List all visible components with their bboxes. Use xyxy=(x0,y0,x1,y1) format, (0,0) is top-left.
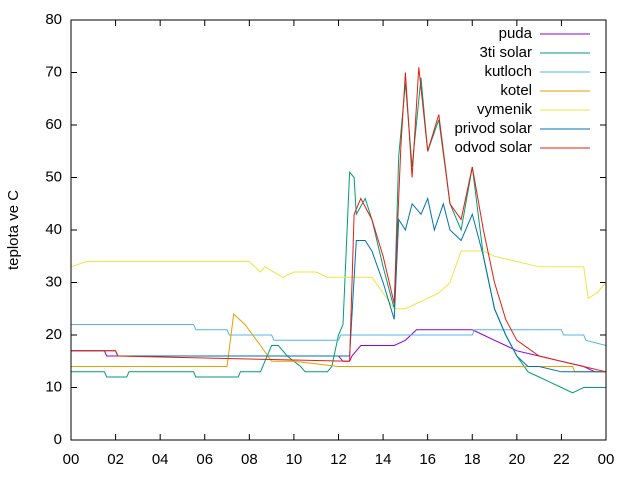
plot-border xyxy=(70,19,607,441)
y-tick-label: 40 xyxy=(45,221,62,238)
y-tick-label: 70 xyxy=(45,63,62,80)
legend-label: odvod solar xyxy=(454,139,532,156)
series-line xyxy=(71,312,606,373)
legend-label: 3ti solar xyxy=(479,44,532,61)
x-tick-label: 08 xyxy=(241,451,258,468)
legend-label: privod solar xyxy=(454,120,532,137)
y-tick-label: 30 xyxy=(45,273,62,290)
y-tick-label: 20 xyxy=(45,326,62,343)
x-tick-label: 00 xyxy=(598,451,615,468)
y-tick-label: 10 xyxy=(45,378,62,395)
y-tick-label: 0 xyxy=(54,431,62,448)
y-axis-label: teplota ve C xyxy=(5,190,22,270)
series-line xyxy=(70,250,607,310)
x-tick-label: 18 xyxy=(464,451,481,468)
x-tick-label: 02 xyxy=(107,451,124,468)
x-tick-label: 16 xyxy=(419,451,436,468)
x-tick-label: 20 xyxy=(508,451,525,468)
legend-label: kotel xyxy=(500,82,532,99)
legend-label: vymenik xyxy=(477,101,533,118)
y-tick-label: 60 xyxy=(45,116,62,133)
x-tick-label: 00 xyxy=(63,451,80,468)
legend-label: puda xyxy=(499,25,533,42)
x-tick-label: 12 xyxy=(330,451,347,468)
series-line xyxy=(71,324,607,346)
x-tick-label: 04 xyxy=(152,451,169,468)
x-tick-label: 22 xyxy=(553,451,570,468)
x-tick-label: 10 xyxy=(286,451,303,468)
legend-label: kutloch xyxy=(484,63,532,80)
x-tick-label: 06 xyxy=(196,451,213,468)
x-tick-label: 14 xyxy=(375,451,392,468)
series-line xyxy=(71,196,606,373)
series-line xyxy=(71,67,607,373)
y-tick-label: 50 xyxy=(45,168,62,185)
y-tick-label: 80 xyxy=(45,11,62,28)
